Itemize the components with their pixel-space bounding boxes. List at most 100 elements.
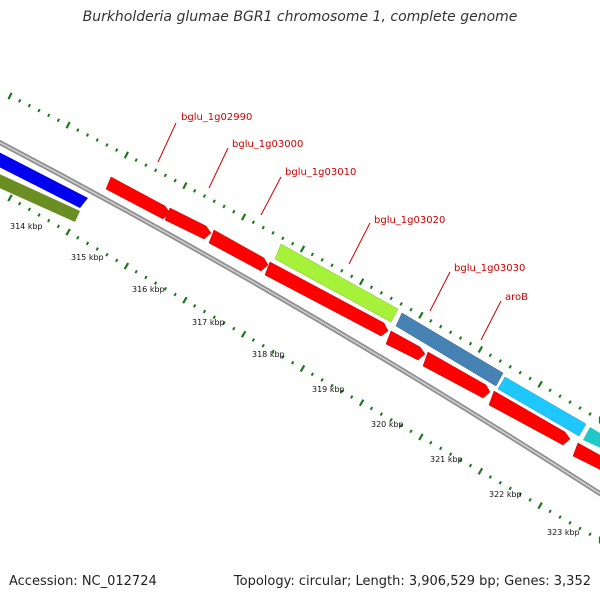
minor-tick bbox=[163, 286, 168, 291]
minor-tick bbox=[488, 353, 493, 358]
callout-line bbox=[208, 147, 229, 189]
minor-tick bbox=[350, 395, 354, 399]
minor-tick bbox=[291, 241, 295, 246]
callout-line bbox=[480, 300, 502, 341]
minor-tick bbox=[399, 302, 403, 306]
minor-tick bbox=[528, 498, 532, 502]
minor-tick bbox=[27, 103, 31, 108]
gene-label: bglu_1g02990 bbox=[181, 112, 252, 123]
major-tick bbox=[537, 380, 543, 388]
kbp-label: 320 kbp bbox=[371, 420, 404, 429]
minor-tick bbox=[429, 319, 433, 323]
major-tick bbox=[182, 296, 188, 304]
feature-blue bbox=[0, 152, 88, 208]
feature-teal bbox=[583, 427, 600, 448]
gene-arrow bbox=[572, 442, 600, 470]
minor-tick bbox=[369, 406, 374, 411]
minor-tick bbox=[115, 148, 119, 152]
minor-tick bbox=[389, 417, 393, 422]
gene-arrow bbox=[208, 229, 269, 272]
minor-tick bbox=[56, 224, 61, 229]
major-tick bbox=[358, 399, 365, 407]
minor-tick bbox=[85, 133, 90, 137]
major-tick bbox=[477, 467, 484, 475]
major-tick bbox=[418, 433, 424, 441]
minor-tick bbox=[153, 281, 158, 286]
minor-tick bbox=[369, 285, 374, 290]
minor-tick bbox=[458, 457, 463, 462]
minor-tick bbox=[498, 359, 502, 363]
gene-label: aroB bbox=[505, 292, 528, 303]
minor-tick bbox=[173, 292, 177, 297]
minor-tick bbox=[310, 252, 314, 257]
kbp-label: 322 kbp bbox=[489, 490, 522, 499]
major-tick bbox=[418, 311, 424, 319]
minor-tick bbox=[330, 383, 334, 388]
minor-tick bbox=[251, 220, 256, 225]
major-tick bbox=[240, 330, 247, 338]
minor-tick bbox=[468, 463, 473, 468]
minor-tick bbox=[85, 241, 90, 246]
minor-tick bbox=[409, 429, 413, 434]
callout-line bbox=[157, 122, 177, 163]
minor-tick bbox=[330, 263, 334, 268]
kbp-label: 316 kbp bbox=[132, 285, 165, 294]
minor-tick bbox=[144, 275, 148, 280]
accession-text: Accession: NC_012724 bbox=[9, 574, 157, 589]
minor-tick bbox=[114, 258, 119, 263]
callout-line bbox=[260, 176, 282, 216]
minor-tick bbox=[439, 324, 443, 329]
major-tick bbox=[358, 278, 365, 286]
minor-tick bbox=[518, 370, 522, 375]
minor-tick bbox=[232, 209, 236, 214]
minor-tick bbox=[379, 412, 384, 417]
minor-tick bbox=[261, 343, 265, 348]
major-tick bbox=[240, 213, 247, 221]
minor-tick bbox=[202, 194, 207, 198]
minor-tick bbox=[439, 446, 443, 451]
gene-label: bglu_1g03000 bbox=[232, 139, 303, 150]
major-tick bbox=[537, 502, 543, 510]
minor-tick bbox=[528, 376, 532, 381]
major-tick bbox=[477, 345, 484, 354]
map-title: Burkholderia glumae BGR1 chromosome 1, c… bbox=[82, 9, 518, 25]
gene-arrow bbox=[385, 330, 426, 361]
callout-line bbox=[429, 271, 451, 312]
minor-tick bbox=[389, 296, 393, 301]
minor-tick bbox=[37, 108, 41, 113]
kbp-label: 321 kbp bbox=[430, 455, 463, 464]
minor-tick bbox=[193, 188, 197, 193]
gene-label: bglu_1g03010 bbox=[285, 167, 356, 178]
minor-tick bbox=[578, 526, 582, 531]
minor-tick bbox=[202, 309, 207, 314]
minor-tick bbox=[37, 213, 41, 217]
kbp-label: 318 kbp bbox=[252, 350, 285, 359]
minor-tick bbox=[47, 218, 51, 223]
minor-tick bbox=[193, 303, 197, 308]
minor-tick bbox=[18, 98, 22, 103]
minor-tick bbox=[468, 341, 473, 346]
minor-tick bbox=[399, 423, 403, 428]
kbp-label: 317 kbp bbox=[192, 318, 225, 327]
minor-tick bbox=[95, 247, 99, 251]
lower-tick-ring bbox=[7, 194, 600, 544]
minor-tick bbox=[320, 378, 324, 382]
major-tick bbox=[7, 194, 13, 202]
minor-tick bbox=[261, 225, 265, 230]
gene-label: bglu_1g03030 bbox=[454, 263, 525, 274]
minor-tick bbox=[429, 440, 433, 445]
minor-tick bbox=[281, 355, 285, 359]
minor-tick bbox=[76, 235, 80, 240]
minor-tick bbox=[153, 168, 158, 173]
feature-olive bbox=[0, 174, 80, 222]
minor-tick bbox=[134, 158, 138, 162]
minor-tick bbox=[134, 269, 138, 274]
minor-tick bbox=[508, 364, 512, 369]
minor-tick bbox=[548, 388, 552, 393]
minor-tick bbox=[568, 520, 572, 525]
minor-tick bbox=[548, 509, 552, 514]
minor-tick bbox=[379, 290, 384, 295]
minor-tick bbox=[568, 400, 572, 404]
minor-tick bbox=[212, 199, 216, 204]
